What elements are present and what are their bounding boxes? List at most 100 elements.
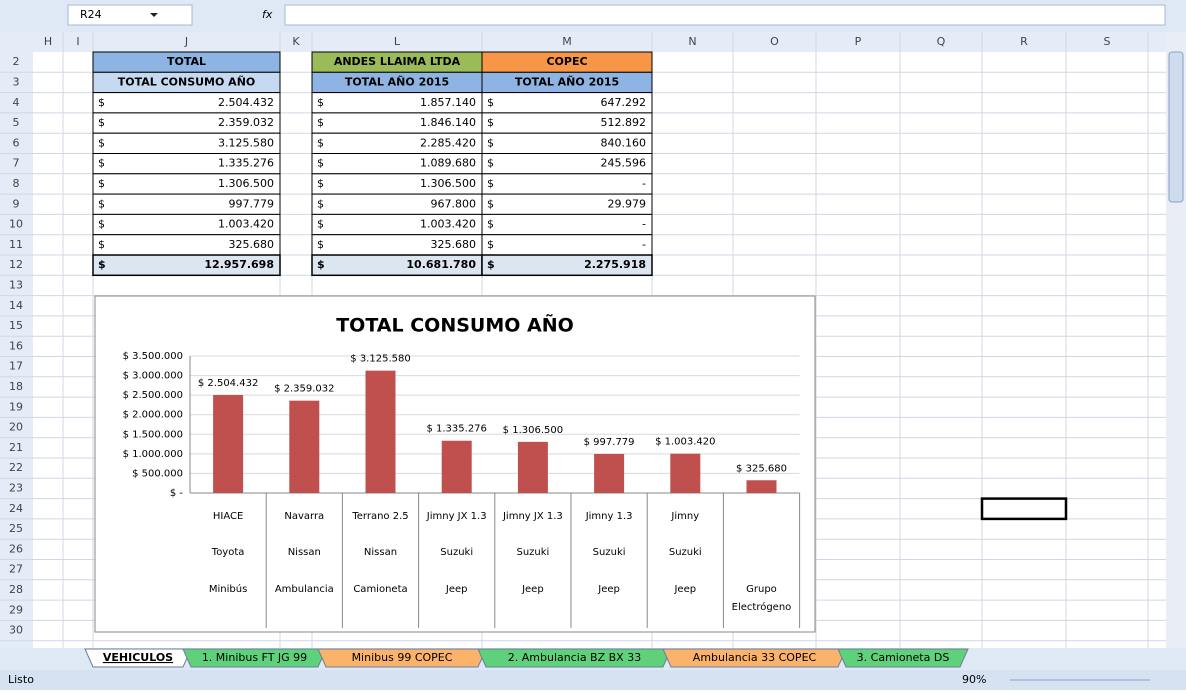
status-bar [0,670,1186,690]
row-header: 3 [13,75,20,88]
row-header: 10 [9,218,23,231]
total-amount: 12.957.698 [204,258,274,271]
amount: 2.504.432 [218,96,274,109]
category-label: Jeep [598,584,620,595]
currency: $ [98,218,105,231]
fx-icon[interactable]: fx [262,8,273,21]
amount: 245.596 [601,157,647,170]
category-label: Jimny JX 1.3 [502,511,563,522]
column-header: K [292,35,300,48]
name-box[interactable] [67,4,193,26]
category-label-box: Suzuki [440,547,473,558]
currency: $ [487,96,494,109]
row-header: 16 [9,339,23,352]
sheet-tab-label[interactable]: 3. Camioneta DS [857,651,950,664]
status-text: Listo [8,673,34,686]
category-label: Nissan [287,547,321,558]
bar [517,441,548,493]
category-label: Jeep [522,584,544,595]
data-label: $ 1.003.420 [655,437,715,448]
category-label-box: Jimny 1.3 [585,511,633,522]
column-header: J [184,35,188,48]
scroll-thumb[interactable] [1168,51,1184,203]
data-label: $ 2.359.032 [274,384,334,395]
data-label: $ 325.680 [736,463,787,474]
data-label: $ 1.306.500 [503,425,563,436]
currency: $ [317,136,324,149]
amount: - [642,238,646,251]
sheet-tab[interactable] [662,648,847,668]
table-total-cell [481,254,653,277]
sheet-tab-label[interactable]: 1. Minibus FT JG 99 [202,651,307,664]
y-tick-label: $ 3.500.000 [123,351,183,362]
category-label: Suzuki [668,547,702,558]
currency: $ [487,238,494,251]
row-header: 8 [13,177,20,190]
data-label: $ 2.504.432 [198,378,258,389]
sheet-tab[interactable] [317,648,487,668]
category-label-box: Jeep [598,584,620,595]
category-label: Toyota [211,547,245,558]
sheet-tab-label[interactable]: VEHICULOS [103,651,173,664]
currency: $ [317,157,324,170]
sheet-tab[interactable] [182,648,327,668]
category-label-box: Toyota [211,547,245,558]
sheet-tab[interactable] [837,648,969,668]
sheet-tab-label[interactable]: Ambulancia 33 COPEC [693,651,817,664]
amount: 1.003.420 [218,218,274,231]
currency: $ [487,157,494,170]
column-header: M [562,35,572,48]
currency: $ [98,177,105,190]
table-header: COPEC [546,55,587,68]
sheet-tab-label[interactable]: 2. Ambulancia BZ BX 33 [508,651,641,664]
currency: $ [317,116,324,129]
currency: $ [317,238,324,251]
category-label-box: Jimny [671,511,699,522]
currency: $ [487,258,495,271]
selected-cell [980,497,1068,521]
data-label: $ 997.779 [584,437,635,448]
sheet-tab[interactable] [84,648,192,668]
currency: $ [317,197,324,210]
sheet-tab-label[interactable]: Minibus 99 COPEC [352,651,453,664]
row-header: 23 [9,481,23,494]
sheet-tab[interactable] [477,648,672,668]
bar [746,480,777,493]
currency: $ [98,116,105,129]
row-header: 21 [9,441,23,454]
category-label: Grupo Electrógeno [731,584,792,613]
name-box-text: R24 [80,8,102,21]
bar [365,370,396,493]
row-header: 9 [13,197,20,210]
column-header: N [688,35,696,48]
row-header: 24 [9,502,23,515]
category-label-box: Nissan [287,547,321,558]
category-label: Jeep [674,584,697,595]
currency: $ [98,157,105,170]
table-subheader: TOTAL AÑO 2015 [515,75,619,88]
row-header: 15 [9,319,23,332]
row-header: 26 [9,542,23,555]
row-header: 19 [9,400,23,413]
category-label-box: Camioneta [353,584,407,595]
category-label: Jimny 1.3 [585,511,633,522]
amount: 325.680 [431,238,477,251]
table-total-cell [92,254,281,277]
y-tick-label: $ 3.000.000 [123,371,183,382]
row-header: 6 [13,136,20,149]
dropdown-arrow[interactable] [150,13,158,17]
row-header: 25 [9,522,23,535]
currency: $ [98,96,105,109]
category-label: Navarra [284,511,325,522]
amount: - [642,218,646,231]
row-header: 7 [13,157,20,170]
currency: $ [487,116,494,129]
y-tick-label: $ 1.500.000 [123,429,183,440]
table-subheader: TOTAL CONSUMO AÑO [118,75,256,88]
formula-input[interactable] [284,4,1166,26]
currency: $ [98,258,106,271]
category-label-box: Terrano 2.5 [352,511,408,522]
category-label: Jimny JX 1.3 [426,511,487,522]
table-header: TOTAL [167,55,206,68]
